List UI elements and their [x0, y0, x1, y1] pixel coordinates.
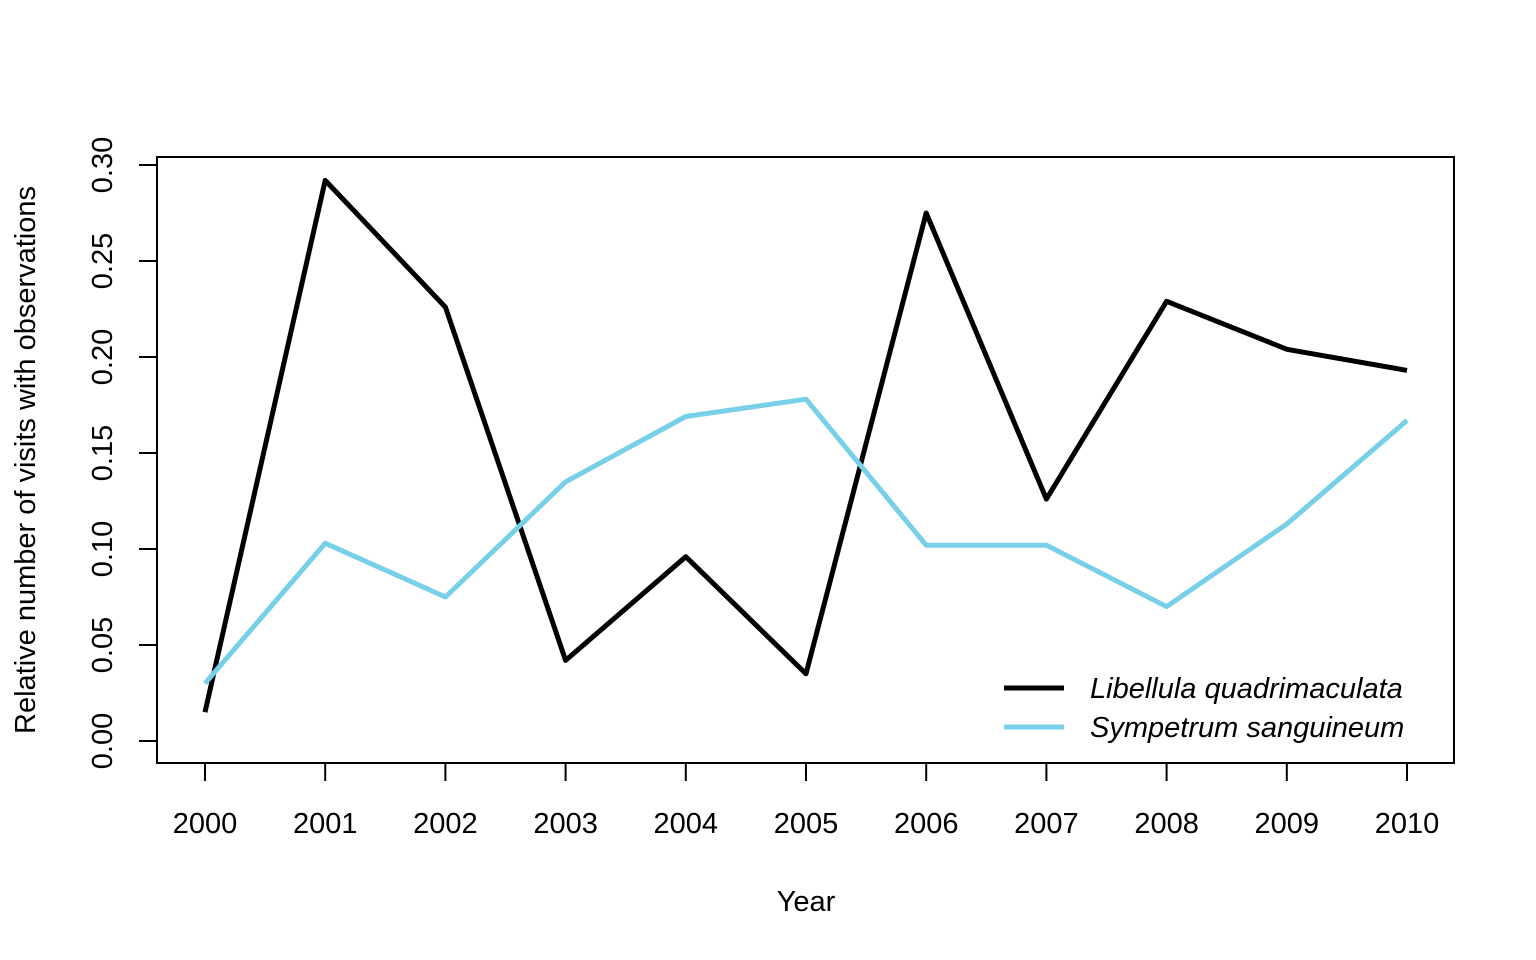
- x-tick-label: 2001: [293, 808, 358, 840]
- y-tick-label: 0.20: [87, 329, 119, 385]
- x-tick-label: 2008: [1134, 808, 1199, 840]
- legend-label-sympetrum: Sympetrum sanguineum: [1090, 712, 1404, 744]
- y-axis-title: Relative number of visits with observati…: [10, 186, 42, 734]
- series-line-sympetrum: [203, 396, 1409, 686]
- y-axis: 0.00 0.05 0.10 0.15 0.20 0.25 0.30: [87, 137, 158, 769]
- x-tick-label: 2005: [774, 808, 839, 840]
- y-tick-label: 0.05: [87, 617, 119, 673]
- x-tick-label: 2007: [1014, 808, 1079, 840]
- y-tick-label: 0.15: [87, 425, 119, 481]
- series-line-libellula: [202, 177, 1408, 713]
- legend: Libellula quadrimaculata Sympetrum sangu…: [1004, 673, 1404, 744]
- x-tick-label: 2000: [173, 808, 238, 840]
- y-tick-label: 0.30: [87, 137, 119, 193]
- series-layer: [202, 177, 1409, 713]
- x-tick-label: 2006: [894, 808, 959, 840]
- x-tick-label: 2009: [1255, 808, 1320, 840]
- x-tick-label: 2003: [533, 808, 598, 840]
- y-tick-label: 0.10: [87, 521, 119, 577]
- x-tick-label: 2004: [654, 808, 719, 840]
- x-axis-title: Year: [777, 886, 836, 918]
- y-tick-label: 0.25: [87, 233, 119, 289]
- x-axis: 2000 2001 2002 2003 2004 2005 2006 2007 2008 2009…: [173, 762, 1440, 840]
- x-tick-label: 2002: [413, 808, 478, 840]
- x-tick-label: 2010: [1375, 808, 1440, 840]
- y-tick-label: 0.00: [87, 713, 119, 769]
- legend-label-libellula: Libellula quadrimaculata: [1090, 673, 1403, 705]
